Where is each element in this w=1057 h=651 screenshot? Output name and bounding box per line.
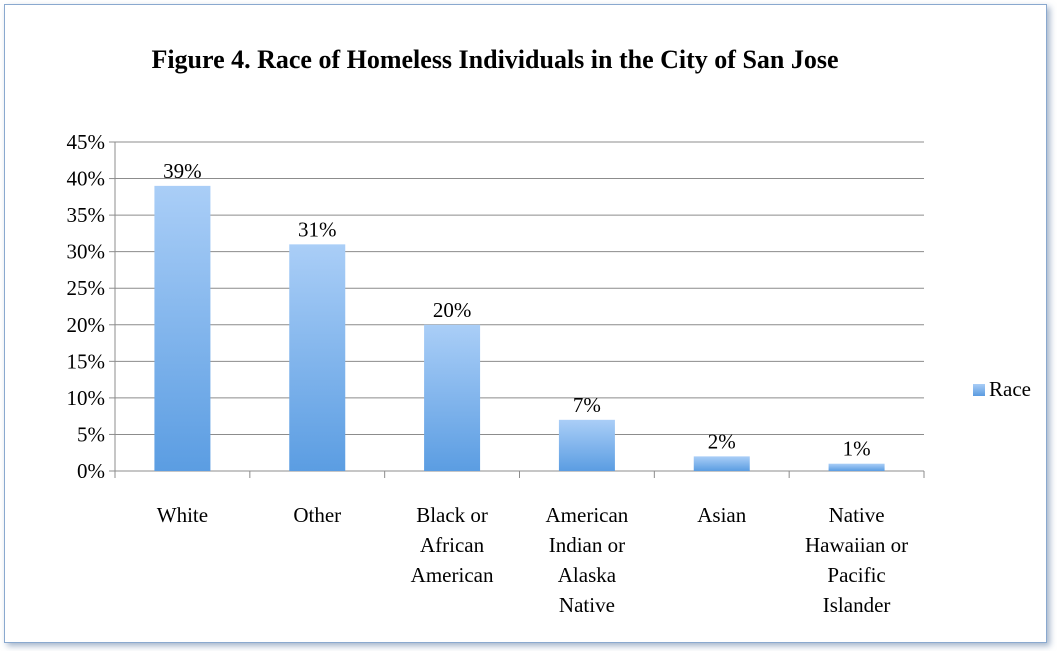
x-tick-label-line: American (546, 503, 629, 527)
x-tick-label-line: Hawaiian or (805, 533, 908, 557)
y-tick-label: 20% (67, 313, 106, 337)
x-tick-label: Asian (697, 503, 746, 527)
y-tick-label: 35% (67, 203, 106, 227)
chart-title: Figure 4. Race of Homeless Individuals i… (151, 45, 839, 74)
x-tick-label: Native Hawaiian or Pacific Islander (805, 503, 908, 617)
bar (424, 324, 481, 471)
x-tick-label-line: Native (829, 503, 885, 527)
bar (154, 185, 211, 471)
x-tick-label-line: Indian or (549, 533, 625, 557)
y-tick-label: 10% (67, 386, 106, 410)
y-tick-label: 45% (67, 130, 106, 154)
bar (828, 463, 885, 471)
data-label: 1% (843, 437, 871, 461)
y-tick-label: 25% (67, 276, 106, 300)
x-tick-label-line: American (411, 563, 494, 587)
y-tick-label: 30% (67, 240, 106, 264)
bar (289, 244, 346, 471)
x-tick-label-line: Alaska (558, 563, 617, 587)
data-label: 20% (433, 298, 472, 322)
x-tick-label-line: Asian (697, 503, 746, 527)
x-tick-label-line: White (157, 503, 208, 527)
x-tick-label-line: Black or (416, 503, 488, 527)
data-label: 39% (163, 159, 202, 183)
x-tick-label: White (157, 503, 208, 527)
bar (693, 456, 750, 471)
y-tick-label: 40% (67, 167, 106, 191)
y-tick-label: 5% (77, 422, 105, 446)
x-tick-label-line: Islander (823, 593, 891, 617)
legend-swatch (973, 383, 985, 396)
legend: Race (973, 377, 1031, 402)
x-tick-label: Black or African American (411, 503, 494, 587)
x-tick-label: American Indian or Alaska Native (546, 503, 629, 617)
x-tick-label-line: African (420, 533, 485, 557)
x-tick-label-line: Native (559, 593, 615, 617)
data-label: 2% (708, 429, 736, 453)
x-tick-label-line: Pacific (827, 563, 885, 587)
data-label: 7% (573, 393, 601, 417)
bar (558, 419, 615, 471)
legend-label: Race (989, 377, 1031, 401)
x-tick-label: Other (293, 503, 341, 527)
y-tick-label: 0% (77, 459, 105, 483)
x-tick-label-line: Other (293, 503, 341, 527)
y-tick-label: 15% (67, 349, 106, 373)
data-label: 31% (298, 217, 337, 241)
